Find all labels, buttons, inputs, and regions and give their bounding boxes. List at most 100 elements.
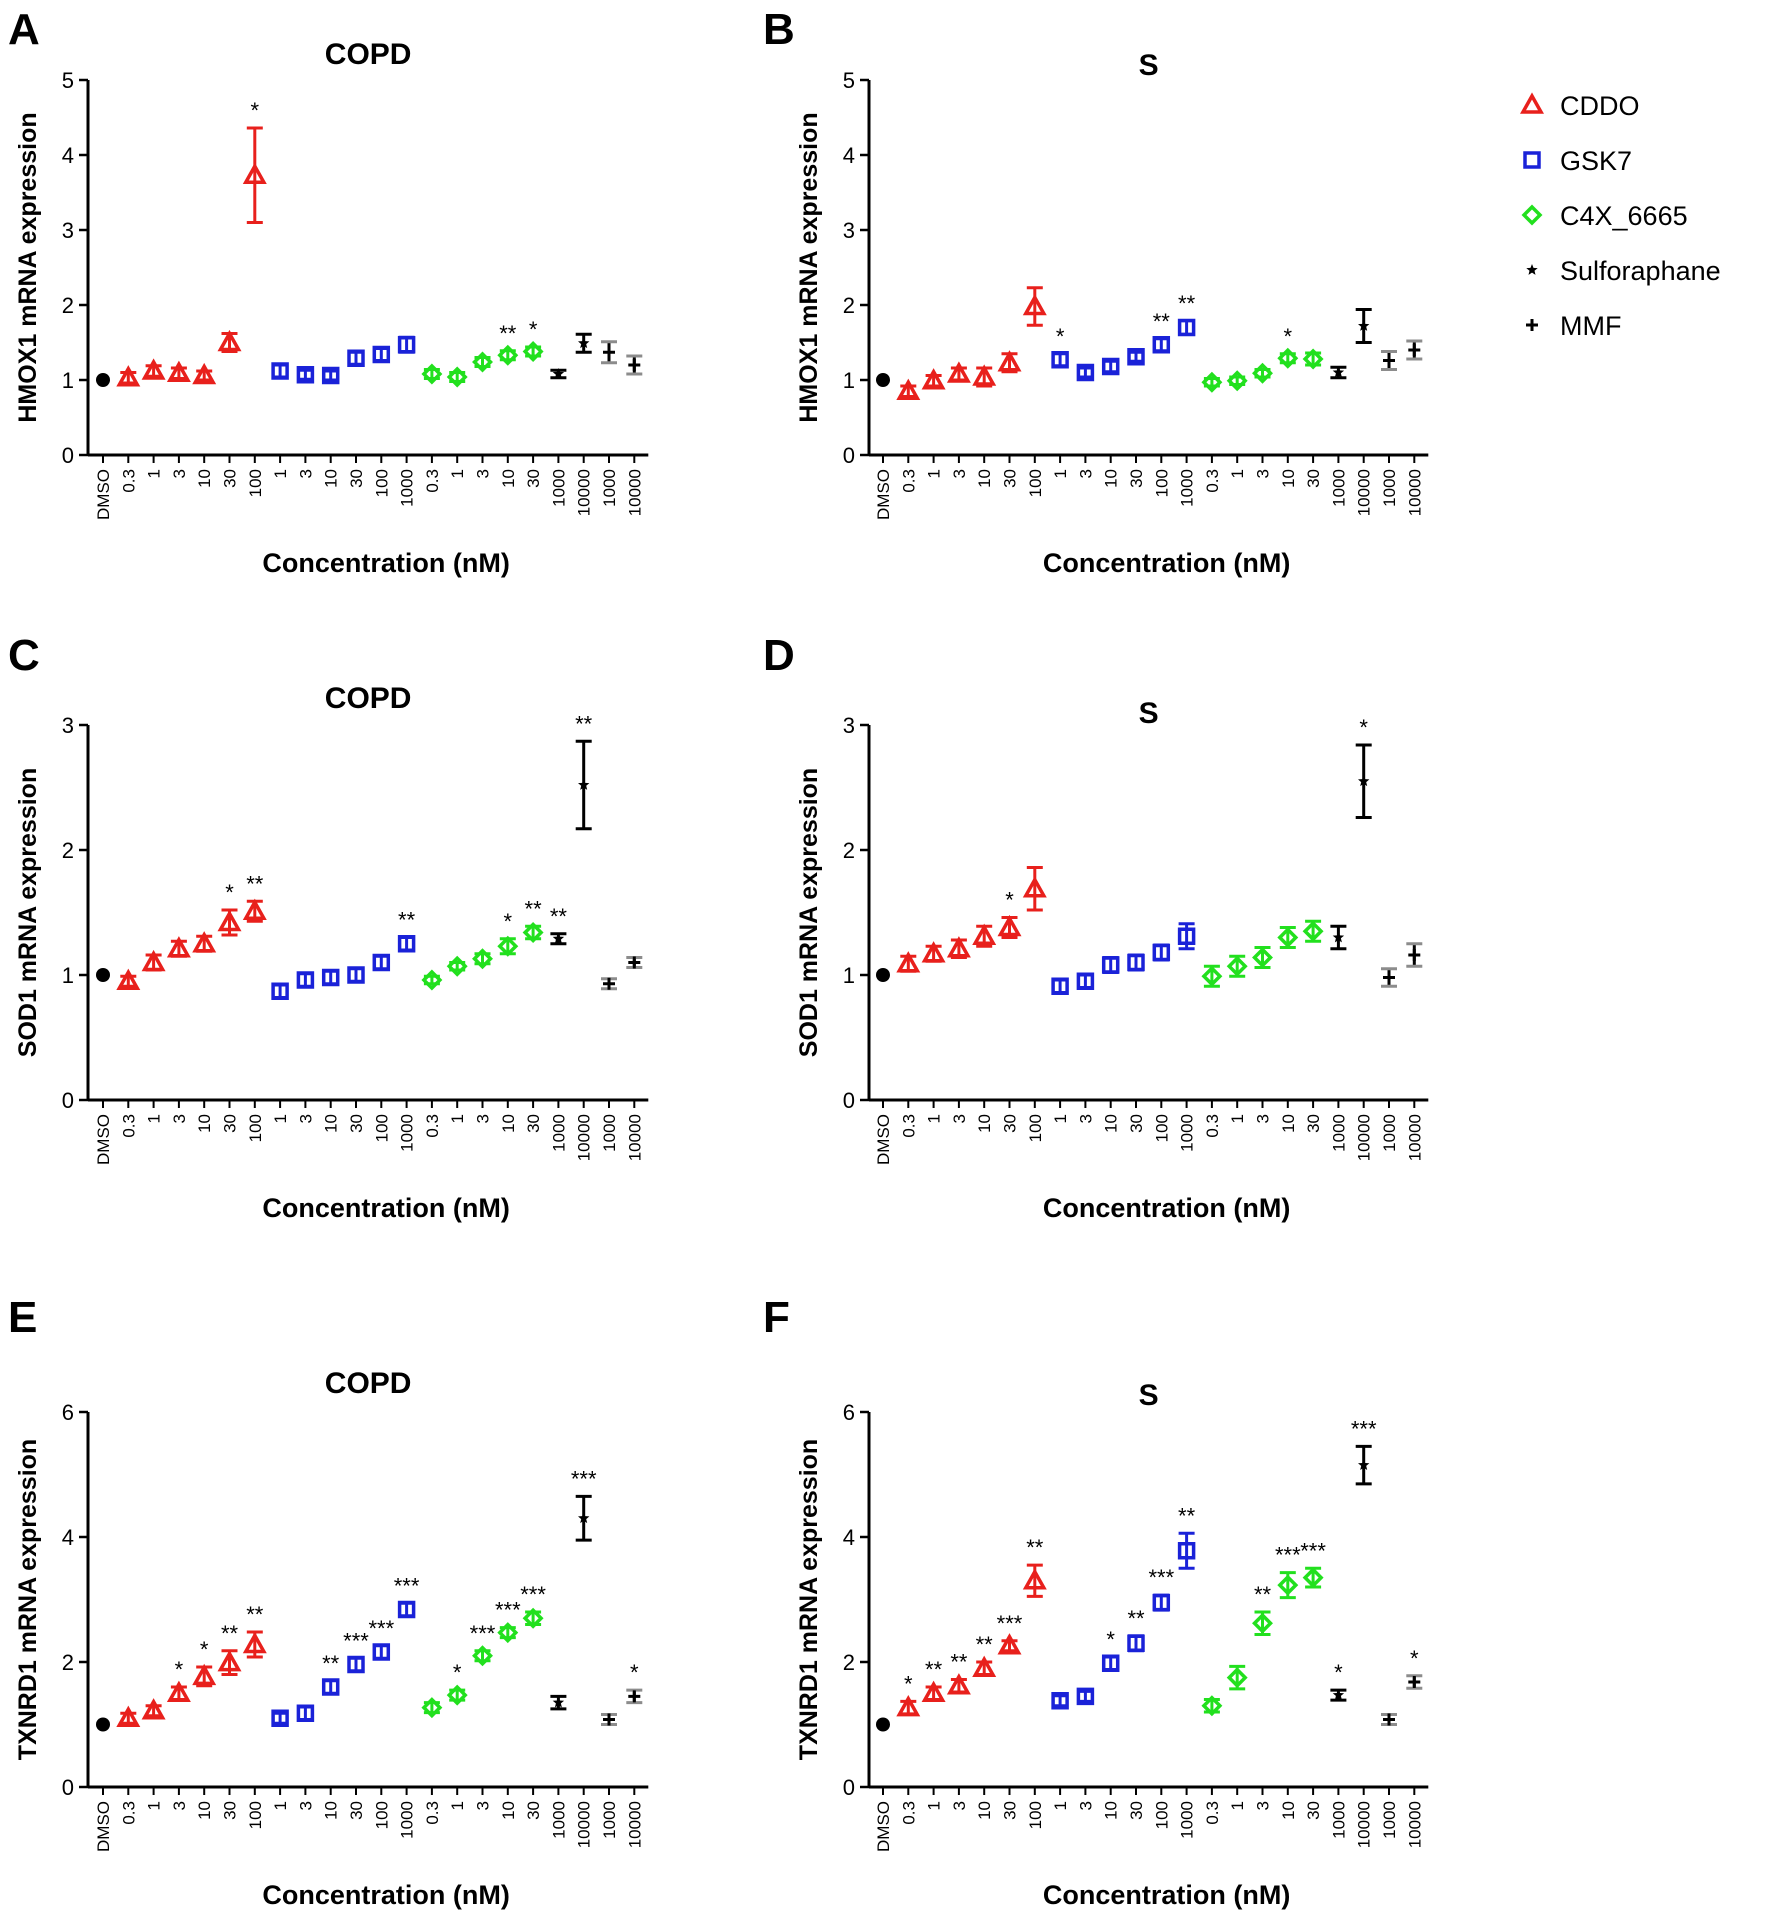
square-marker [1051, 977, 1069, 995]
significance-label: * [1106, 1627, 1115, 1652]
panel-title: COPD [325, 1367, 412, 1400]
data-point-mmf [601, 977, 617, 991]
square-marker [1101, 1654, 1120, 1672]
data-point-sfn: *** [1351, 1416, 1377, 1486]
significance-label: * [175, 1657, 184, 1682]
significance-label: ** [246, 871, 264, 896]
data-point-mmf [1381, 967, 1397, 988]
significance-label: ** [499, 321, 517, 346]
significance-label: ** [1127, 1606, 1145, 1631]
y-tick-label: 1 [62, 963, 74, 988]
diamond-marker [522, 922, 544, 943]
x-tick-label: 100 [246, 1801, 265, 1829]
star-marker [552, 368, 565, 379]
data-point-c4x [472, 351, 493, 373]
panel-letter: A [8, 5, 40, 54]
data-point-c4x [421, 1697, 443, 1719]
data-point-c4x [1201, 1695, 1223, 1717]
square-marker [321, 968, 340, 987]
diamond-marker [472, 351, 493, 373]
data-point-sfn [1330, 365, 1347, 380]
significance-label: * [630, 1660, 639, 1685]
diamond-marker [1226, 955, 1248, 977]
triangle-marker [242, 162, 267, 184]
data-point-sfn: * [1355, 715, 1372, 819]
x-tick-label: 30 [347, 1801, 366, 1820]
data-point-cddo: ** [972, 1632, 997, 1677]
x-tick-label: 10 [499, 469, 518, 488]
data-point-gsk7: *** [343, 1628, 369, 1674]
data-point-gsk7: ** [1152, 309, 1171, 354]
data-point-gsk7 [321, 366, 340, 385]
star-marker [1358, 1459, 1370, 1470]
x-tick-label: 10000 [625, 469, 644, 516]
x-tick-label: 1 [1051, 469, 1070, 478]
diamond-marker [522, 341, 544, 362]
triangle-marker [921, 368, 946, 390]
data-point-cddo: ** [242, 1602, 267, 1659]
diamond-marker [421, 1697, 443, 1719]
significance-label: *** [1300, 1538, 1326, 1563]
triangle-marker [997, 914, 1022, 937]
star-marker [1332, 366, 1345, 378]
triangle-marker [116, 1705, 141, 1727]
data-point-cddo [141, 949, 166, 972]
significance-label: *** [495, 1598, 521, 1623]
x-tick-label: 1 [1228, 469, 1247, 478]
data-point-cddo [896, 951, 921, 973]
data-point-gsk7 [271, 1709, 289, 1727]
x-tick-label: 1 [145, 1801, 164, 1810]
x-tick-label: DMSO [874, 1114, 893, 1165]
star-marker [578, 1512, 590, 1524]
data-point-mmf [601, 340, 617, 365]
significance-label: ** [1254, 1582, 1272, 1607]
square-marker [1152, 1593, 1171, 1612]
significance-label: ** [525, 896, 543, 921]
diamond-marker [497, 935, 519, 957]
data-point-mmf [1406, 942, 1423, 968]
data-point-c4x [1302, 919, 1324, 943]
data-point-dmso [96, 1717, 110, 1732]
y-tick-label: 3 [843, 218, 855, 243]
star-marker [552, 1696, 565, 1708]
panel-title: COPD [325, 38, 412, 71]
triangle-marker [1022, 1568, 1047, 1590]
star-marker [578, 779, 590, 790]
x-tick-label: 0.3 [423, 469, 442, 493]
x-tick-label: 30 [221, 1114, 240, 1133]
x-tick-label: 30 [221, 1801, 240, 1820]
x-tick-label: 3 [1076, 1801, 1095, 1810]
x-tick-label: 3 [950, 469, 969, 478]
plus-marker [1408, 949, 1421, 961]
triangle-marker [997, 350, 1022, 372]
data-point-mmf [1406, 339, 1423, 361]
significance-label: * [453, 1660, 462, 1685]
x-tick-label: 10 [499, 1114, 518, 1133]
data-point-mmf [1381, 1713, 1397, 1726]
data-point-gsk7: * [1051, 324, 1069, 369]
legend-label: MMF [1560, 311, 1621, 341]
significance-label: ** [925, 1657, 943, 1682]
data-point-cddo [997, 350, 1022, 374]
y-tick-label: 3 [62, 713, 74, 738]
data-point-cddo [972, 364, 997, 388]
diamond-marker [1226, 1667, 1248, 1689]
x-tick-label: 10000 [1355, 1801, 1374, 1848]
data-point-c4x: *** [495, 1598, 521, 1644]
data-point-c4x [1201, 371, 1223, 393]
significance-label: ** [1153, 309, 1171, 334]
data-point-cddo: * [242, 98, 267, 224]
triangle-marker [972, 1655, 997, 1677]
diamond-marker [1277, 347, 1299, 369]
square-marker [1051, 1692, 1069, 1710]
x-tick-label: 100 [1026, 1114, 1045, 1142]
x-tick-label: 100 [246, 1114, 265, 1142]
x-tick-label: 100 [1152, 1801, 1171, 1829]
x-tick-label: 10000 [575, 469, 594, 516]
data-point-cddo [192, 931, 217, 953]
data-point-c4x: * [522, 317, 544, 362]
square-marker [1076, 1687, 1095, 1706]
data-point-gsk7 [296, 971, 315, 989]
data-point-mmf [1381, 350, 1397, 371]
